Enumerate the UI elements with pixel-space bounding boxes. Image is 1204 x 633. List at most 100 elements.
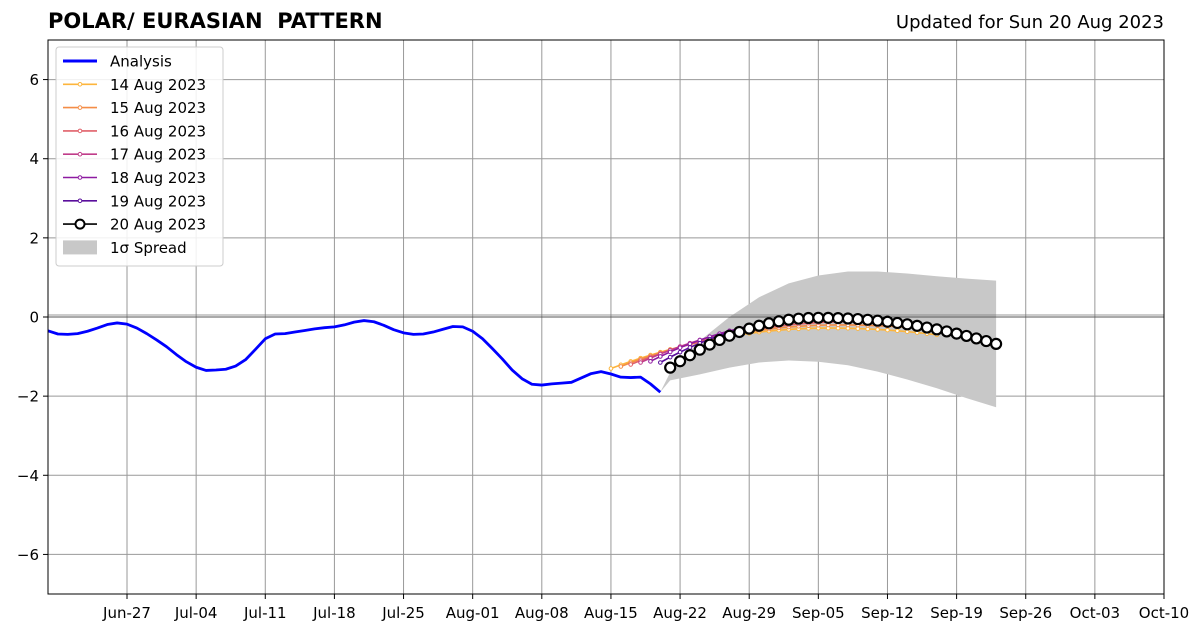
forecast-point-6-4 bbox=[703, 338, 716, 351]
legend-marker-1 bbox=[77, 82, 83, 87]
y-tick-label-0: −6 bbox=[17, 546, 39, 564]
forecast-point-6-8 bbox=[743, 322, 756, 335]
legend-marker-5 bbox=[77, 175, 83, 180]
chart-title: POLAR/ EURASIAN PATTERN bbox=[48, 9, 383, 33]
x-tick-label-13: Sep-26 bbox=[999, 604, 1052, 622]
forecast-point-6-26 bbox=[920, 321, 934, 334]
forecast-point-6-15 bbox=[812, 311, 825, 324]
forecast-point-0-28 bbox=[885, 327, 890, 333]
y-tick-label-4: 2 bbox=[29, 229, 39, 247]
forecast-point-5-3 bbox=[687, 345, 693, 350]
forecast-point-6-3 bbox=[693, 343, 706, 356]
legend-swatch-8 bbox=[63, 240, 97, 255]
forecast-point-6-11 bbox=[772, 315, 785, 328]
forecast-point-3-0 bbox=[638, 360, 643, 365]
forecast-point-6-16 bbox=[822, 311, 835, 324]
x-tick-label-9: Aug-29 bbox=[722, 604, 776, 622]
forecast-point-5-2 bbox=[677, 349, 683, 355]
legend-label-2: 15 Aug 2023 bbox=[110, 99, 206, 117]
legend-marker-4 bbox=[77, 151, 83, 157]
forecast-point-6-21 bbox=[871, 314, 884, 327]
updated-date: Updated for Sun 20 Aug 2023 bbox=[895, 12, 1164, 33]
forecast-point-6-28 bbox=[940, 325, 953, 338]
forecast-point-6-19 bbox=[851, 312, 864, 326]
forecast-point-6-1 bbox=[673, 355, 687, 368]
forecast-6 bbox=[664, 311, 1003, 374]
legend-label-6: 19 Aug 2023 bbox=[110, 192, 206, 210]
legend-label-5: 18 Aug 2023 bbox=[110, 169, 206, 187]
forecast-point-6-5 bbox=[713, 333, 726, 347]
forecast-point-6-23 bbox=[891, 316, 904, 330]
forecast-point-6-32 bbox=[980, 334, 993, 348]
forecast-point-6-10 bbox=[762, 317, 776, 330]
x-tick-label-12: Sep-19 bbox=[930, 604, 983, 622]
spread-band bbox=[660, 271, 997, 408]
legend-box bbox=[55, 46, 224, 267]
legend-marker-3 bbox=[77, 128, 83, 134]
forecast-series bbox=[608, 311, 1003, 374]
y-tick-label-5: 4 bbox=[29, 150, 39, 168]
legend-label-0: Analysis bbox=[110, 53, 172, 71]
forecast-point-4-0 bbox=[648, 359, 653, 364]
forecast-point-6-6 bbox=[723, 329, 736, 342]
legend-label-8: 1σ Spread bbox=[110, 239, 187, 257]
legend-label-3: 16 Aug 2023 bbox=[110, 122, 206, 140]
forecast-point-1-0 bbox=[618, 364, 624, 369]
forecast-point-6-18 bbox=[841, 312, 855, 325]
forecast-point-0-26 bbox=[865, 326, 871, 332]
forecast-point-6-25 bbox=[910, 319, 924, 332]
legend: Analysis 14 Aug 2023 15 Aug 2023 16 Aug 202… bbox=[55, 46, 224, 267]
forecast-point-0-27 bbox=[875, 327, 880, 332]
forecast-point-6-12 bbox=[782, 313, 795, 326]
forecast-point-6-33 bbox=[990, 337, 1003, 351]
forecast-point-6-30 bbox=[960, 329, 973, 343]
forecast-point-6-13 bbox=[792, 312, 805, 325]
x-tick-label-14: Oct-03 bbox=[1070, 604, 1120, 622]
spread-area bbox=[660, 271, 997, 408]
forecast-point-6-20 bbox=[861, 313, 874, 326]
x-tick-label-11: Sep-12 bbox=[861, 604, 914, 622]
forecast-point-4-4 bbox=[687, 341, 693, 347]
forecast-point-6-17 bbox=[831, 312, 845, 325]
forecast-point-0-0 bbox=[608, 366, 614, 371]
forecast-point-6-14 bbox=[802, 311, 815, 325]
x-tick-label-7: Aug-15 bbox=[584, 604, 638, 622]
forecast-point-6-22 bbox=[881, 315, 894, 328]
forecast-point-0-29 bbox=[895, 328, 900, 334]
forecast-point-6-9 bbox=[752, 319, 766, 332]
forecast-point-6-2 bbox=[683, 349, 697, 362]
zero-line bbox=[48, 314, 1164, 318]
x-tick-label-0: Jun-27 bbox=[102, 604, 151, 622]
x-tick-label-15: Oct-10 bbox=[1139, 604, 1189, 622]
analysis-series bbox=[47, 319, 662, 394]
x-tick-label-8: Aug-22 bbox=[653, 604, 707, 622]
x-tick-label-5: Aug-01 bbox=[446, 604, 500, 622]
forecast-point-5-1 bbox=[667, 354, 673, 360]
forecast-point-2-0 bbox=[628, 362, 633, 367]
analysis-line bbox=[47, 319, 662, 394]
y-tick-label-6: 6 bbox=[29, 71, 39, 89]
forecast-point-4-1 bbox=[658, 354, 663, 359]
x-tick-label-1: Jul-04 bbox=[174, 604, 218, 622]
x-tick-label-3: Jul-18 bbox=[312, 604, 356, 622]
forecast-point-5-0 bbox=[658, 360, 663, 365]
forecast-point-4-3 bbox=[677, 345, 683, 350]
forecast-point-6-7 bbox=[733, 325, 746, 339]
forecast-point-4-2 bbox=[667, 349, 673, 355]
forecast-point-6-0 bbox=[664, 361, 677, 374]
legend-label-7: 20 Aug 2023 bbox=[110, 216, 206, 234]
legend-marker-2 bbox=[77, 105, 83, 110]
legend-label-1: 14 Aug 2023 bbox=[110, 76, 206, 94]
forecast-point-6-31 bbox=[970, 332, 983, 345]
axis-ticks: −6 −4 −2 0 2 4 6 Jun-27 Jul-04 Jul-11 Jul-18 Jul-25… bbox=[17, 71, 1189, 622]
y-tick-label-3: 0 bbox=[29, 309, 39, 327]
x-tick-label-2: Jul-11 bbox=[243, 604, 287, 622]
forecast-point-6-27 bbox=[930, 323, 943, 336]
legend-marker-6 bbox=[77, 198, 83, 204]
x-tick-label-10: Sep-05 bbox=[792, 604, 845, 622]
legend-label-4: 17 Aug 2023 bbox=[110, 146, 206, 164]
forecast-point-6-24 bbox=[901, 318, 914, 331]
x-tick-label-6: Aug-08 bbox=[515, 604, 569, 622]
y-tick-label-1: −4 bbox=[17, 467, 39, 485]
